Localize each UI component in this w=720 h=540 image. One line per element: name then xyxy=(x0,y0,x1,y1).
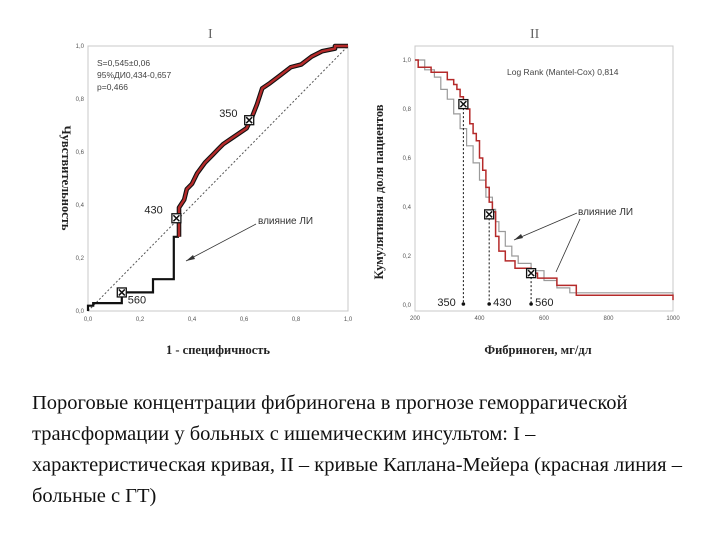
km-y-tick-label: 0,2 xyxy=(403,254,412,260)
km-cutoff-label: 350 xyxy=(437,297,455,309)
roc-y-tick-label: 0,6 xyxy=(76,150,85,156)
roc-cutoff-label: 430 xyxy=(144,204,162,216)
km-axes: 200 400 600 800 1000 0,0 0,2 0,4 0,6 0,8 1,0 xyxy=(403,58,681,322)
panel-label-I: I xyxy=(208,27,213,42)
roc-stat-line: 95%ДИ0,434-0,657 xyxy=(97,70,172,80)
roc-x-tick-label: 0,4 xyxy=(188,317,197,323)
km-curves: 350 430 560 xyxy=(415,59,674,309)
km-annotation-label: влияние ЛИ xyxy=(578,207,633,218)
roc-stats: S=0,545±0,06 95%ДИ0,434-0,657 p=0,466 xyxy=(97,58,172,92)
roc-curve-upper-outline xyxy=(176,43,348,237)
km-y-tick-label: 1,0 xyxy=(403,58,412,64)
km-cutoff-marker xyxy=(525,267,537,279)
roc-y-tick-label: 1,0 xyxy=(76,44,85,50)
roc-axes: 0,0 0,2 0,4 0,6 0,8 1,0 0,0 0,2 0,4 0,6 0,8 1,0 xyxy=(76,44,353,323)
km-marker-axis-dot xyxy=(529,302,533,306)
roc-y-tick-label: 0,2 xyxy=(76,256,85,262)
km-annotation-arrow-2 xyxy=(555,218,581,273)
km-x-tick-label: 400 xyxy=(474,316,485,322)
km-y-tick-label: 0,8 xyxy=(403,107,412,113)
km-curve-gray xyxy=(415,59,674,296)
km-y-axis-label: Кумулятивная доля пациентов xyxy=(372,104,386,279)
km-x-tick-label: 600 xyxy=(539,316,550,322)
roc-x-axis-label: 1 - специфичность xyxy=(166,343,270,357)
roc-x-tick-label: 0,2 xyxy=(136,317,145,323)
km-panel: II 200 400 600 800 1000 0,0 0,2 0,4 0,6 0,8 1,0 35… xyxy=(372,27,680,357)
roc-y-tick-label: 0,0 xyxy=(76,309,85,315)
roc-cutoff-marker xyxy=(116,287,127,298)
km-cutoff-label: 430 xyxy=(493,297,511,309)
km-cutoff-marker xyxy=(458,98,469,110)
roc-cutoff-label: 560 xyxy=(128,294,146,306)
roc-x-tick-label: 0,6 xyxy=(240,317,249,323)
roc-cutoff-marker xyxy=(244,115,255,126)
roc-x-tick-label: 1,0 xyxy=(344,317,353,323)
km-x-axis-label: Фибриноген, мг/дл xyxy=(484,343,591,357)
reference-diagonal xyxy=(87,45,349,312)
km-y-tick-label: 0,6 xyxy=(403,156,412,162)
roc-y-axis-label: Чувствительность xyxy=(59,125,73,230)
roc-plot-frame xyxy=(87,45,349,312)
roc-x-tick-label: 0,8 xyxy=(292,317,301,323)
km-x-tick-label: 800 xyxy=(603,316,614,322)
roc-annotation-arrowhead xyxy=(186,255,195,261)
roc-curves: 560 430 350 xyxy=(86,43,349,312)
roc-stat-line: S=0,545±0,06 xyxy=(97,58,150,68)
km-stat-line: Log Rank (Mantel-Cox) 0,814 xyxy=(507,67,619,77)
roc-cutoff-label: 350 xyxy=(219,108,237,120)
km-curve-red xyxy=(415,59,674,301)
roc-x-tick-label: 0,0 xyxy=(84,317,93,323)
km-cutoff-marker xyxy=(484,209,495,220)
figure-caption: Пороговые концентрации фибриногена в про… xyxy=(32,392,682,507)
km-x-tick-label: 1000 xyxy=(666,316,680,322)
km-plot-frame xyxy=(414,45,674,312)
km-y-tick-label: 0,4 xyxy=(403,205,412,211)
km-cutoff-label: 560 xyxy=(535,297,553,309)
roc-y-tick-label: 0,4 xyxy=(76,203,85,209)
panel-label-II: II xyxy=(530,27,540,42)
roc-panel: I 0,0 0,2 0,4 0,6 0,8 1,0 0,0 0,2 0,4 0,6 0,8 1,0 5… xyxy=(59,27,353,357)
roc-stat-line: p=0,466 xyxy=(97,82,128,92)
km-annotation-arrowhead-1 xyxy=(514,234,523,240)
km-y-tick-label: 0,0 xyxy=(403,303,412,309)
km-marker-axis-dot xyxy=(487,302,491,306)
figure: I 0,0 0,2 0,4 0,6 0,8 1,0 0,0 0,2 0,4 0,6 0,8 1,0 5… xyxy=(59,27,680,357)
roc-annotation-arrow xyxy=(185,223,257,262)
roc-cutoff-marker xyxy=(171,213,182,224)
km-marker-axis-dot xyxy=(461,302,466,306)
roc-y-tick-label: 0,8 xyxy=(76,97,85,103)
km-annotation-arrow-1 xyxy=(513,212,578,241)
km-x-tick-label: 200 xyxy=(410,316,421,322)
km-stats: Log Rank (Mantel-Cox) 0,814 xyxy=(507,67,619,77)
roc-curve-upper-segment xyxy=(177,44,348,237)
roc-annotation-label: влияние ЛИ xyxy=(258,216,313,227)
